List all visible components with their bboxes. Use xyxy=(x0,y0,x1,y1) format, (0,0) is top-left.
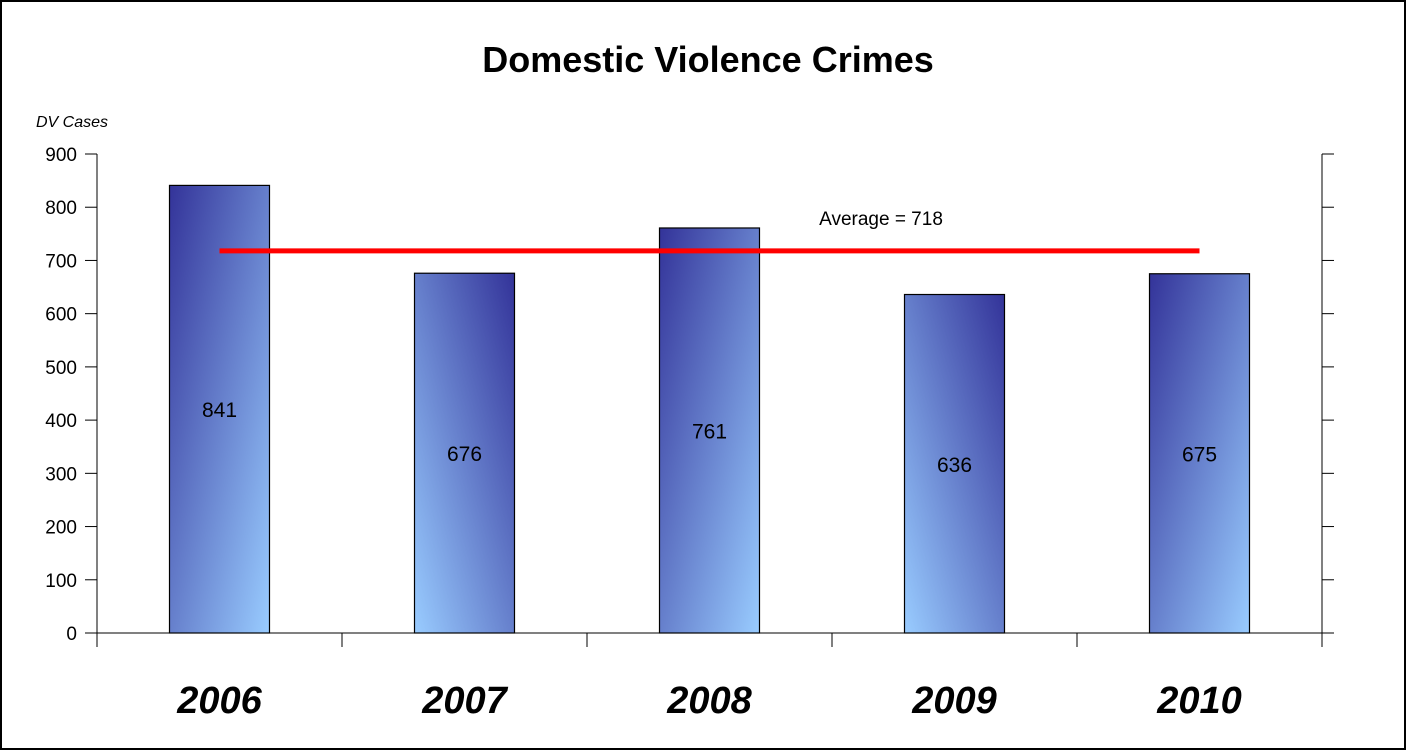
data-label-2008: 761 xyxy=(692,420,727,443)
y-tick-label: 400 xyxy=(45,411,77,432)
bar-2009 xyxy=(903,293,1006,634)
average-line-group: Average = 718 xyxy=(219,209,1200,254)
bar-2006 xyxy=(168,184,271,634)
y-tick-label: 500 xyxy=(45,358,77,379)
y-tick-label: 700 xyxy=(45,251,77,272)
x-tick-label-2008: 2008 xyxy=(666,680,752,722)
data-label-2009: 636 xyxy=(937,454,972,477)
bars: 841 676 761 636 675 xyxy=(168,184,1251,634)
y-tick-label: 100 xyxy=(45,571,77,592)
y-axis-label: DV Cases xyxy=(36,114,108,131)
x-tick-label-2009: 2009 xyxy=(911,680,997,722)
bar-2010 xyxy=(1148,273,1251,634)
bar-2008 xyxy=(658,227,761,634)
tick-labels: 0 100 200 300 400 500 600 700 800 900 2006 2007 2008… xyxy=(45,145,1241,722)
y-tick-label: 600 xyxy=(45,305,77,326)
y-tick-label: 0 xyxy=(66,624,77,645)
x-tick-label-2010: 2010 xyxy=(1156,680,1242,722)
y-tick-label: 300 xyxy=(45,464,77,485)
x-tick-label-2006: 2006 xyxy=(176,680,262,722)
y-tick-label: 200 xyxy=(45,518,77,539)
y-tick-label: 900 xyxy=(45,145,77,166)
y-tick-label: 800 xyxy=(45,198,77,219)
chart-title: Domestic Violence Crimes xyxy=(482,39,934,80)
data-label-2007: 676 xyxy=(447,443,482,466)
data-label-2010: 675 xyxy=(1182,443,1217,466)
average-label: Average = 718 xyxy=(819,209,943,230)
x-tick-label-2007: 2007 xyxy=(421,680,508,722)
data-label-2006: 841 xyxy=(202,399,237,422)
bar-2007 xyxy=(413,272,516,634)
